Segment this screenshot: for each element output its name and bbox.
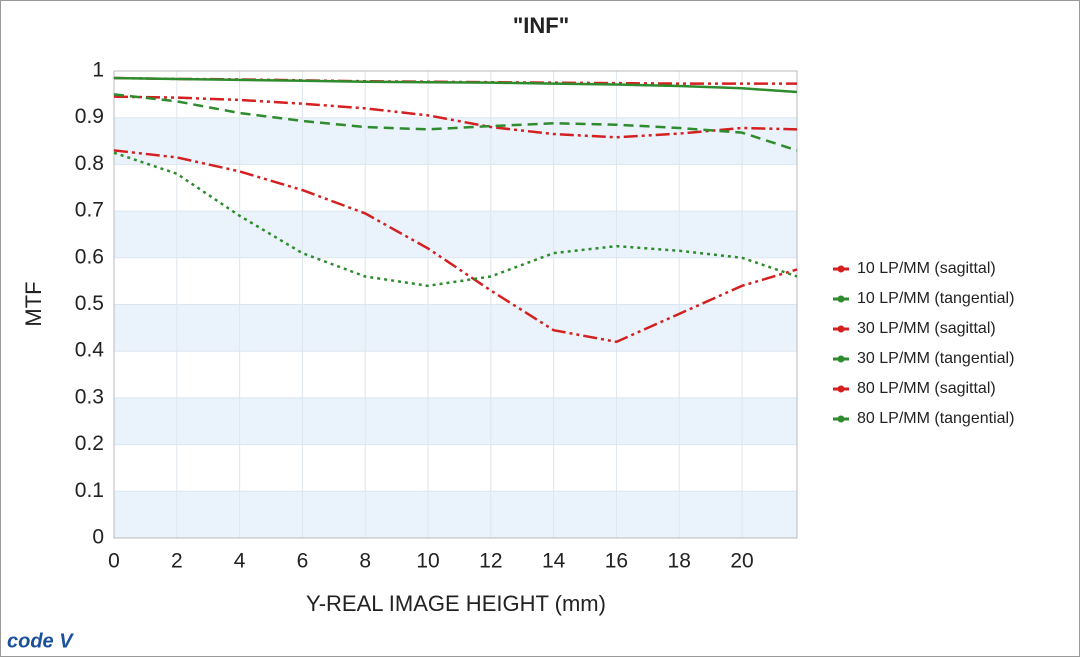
band — [114, 397, 797, 445]
plot-frame — [113, 70, 798, 539]
x-tick-label: 8 — [359, 550, 371, 573]
legend-marker — [837, 355, 845, 363]
y-tick-label: 0.8 — [75, 152, 104, 175]
logo: code V — [7, 630, 74, 652]
legend-marker — [837, 295, 845, 303]
series-line — [113, 76, 798, 94]
legend-label: 10 LP/MM (tangential) — [857, 290, 1014, 307]
legend-label: 10 LP/MM (sagittal) — [857, 260, 996, 277]
x-tick-label: 14 — [542, 550, 566, 573]
x-tick-label: 4 — [234, 550, 246, 573]
legend-marker — [837, 385, 845, 393]
legend-label: 30 LP/MM (sagittal) — [857, 320, 996, 337]
y-axis-label: MTF — [21, 281, 46, 326]
y-tick-label: 1 — [92, 59, 104, 82]
legend-label: 80 LP/MM (sagittal) — [857, 380, 996, 397]
x-axis-label: Y-REAL IMAGE HEIGHT (mm) — [306, 591, 606, 616]
y-tick-label: 0.7 — [75, 199, 104, 222]
y-tick-label: 0.5 — [75, 292, 104, 315]
legend-marker — [837, 415, 845, 423]
x-tick-label: 20 — [730, 550, 753, 573]
series-line — [113, 93, 798, 152]
y-tick-label: 0 — [92, 526, 104, 549]
y-tick-label: 0.3 — [75, 385, 104, 408]
legend-marker — [837, 325, 845, 333]
y-tick-label: 0.6 — [75, 245, 104, 268]
x-tick-label: 18 — [668, 550, 691, 573]
legend-marker — [837, 265, 845, 273]
y-tick-label: 0.2 — [75, 432, 104, 455]
y-tick-label: 0.4 — [75, 339, 105, 362]
y-tick-label: 0.1 — [75, 479, 104, 502]
band — [114, 117, 797, 165]
band — [114, 491, 797, 538]
chart-title: "INF" — [513, 13, 569, 38]
series-line — [113, 95, 798, 139]
x-tick-label: 6 — [297, 550, 309, 573]
series-line — [113, 149, 798, 344]
y-tick-label: 0.9 — [75, 105, 104, 128]
x-tick-label: 0 — [108, 550, 120, 573]
band — [114, 211, 797, 258]
x-tick-label: 10 — [416, 550, 439, 573]
legend-label: 30 LP/MM (tangential) — [857, 350, 1014, 367]
band — [114, 304, 797, 352]
x-tick-label: 12 — [479, 550, 502, 573]
x-tick-label: 16 — [605, 550, 628, 573]
legend-label: 80 LP/MM (tangential) — [857, 410, 1014, 427]
x-tick-label: 2 — [171, 550, 183, 573]
